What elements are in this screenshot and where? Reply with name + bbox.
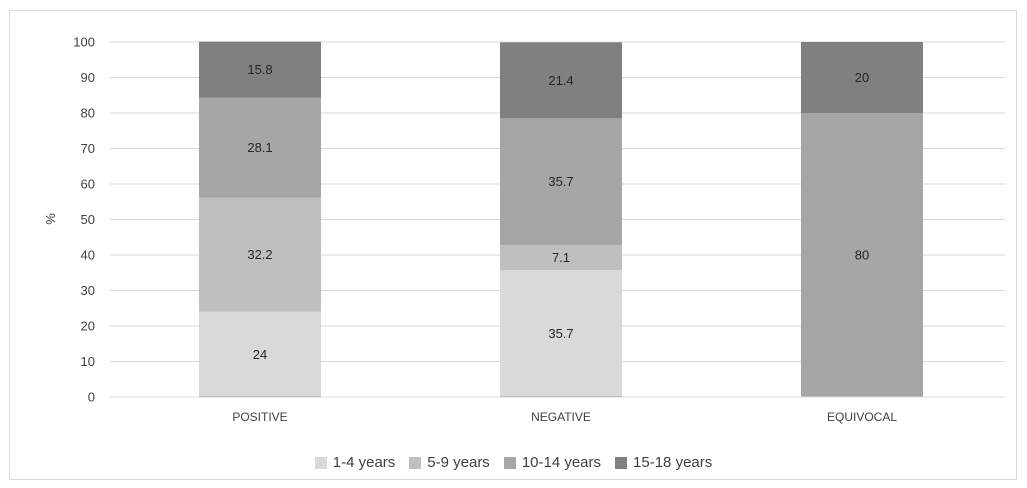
data-label: 35.7 — [548, 326, 573, 341]
data-label: 24 — [253, 347, 267, 362]
legend-label: 10-14 years — [521, 454, 602, 471]
y-axis-title: % — [43, 213, 58, 225]
category-label: POSITIVE — [232, 410, 287, 424]
bar-segment-positive-1 — [199, 311, 321, 397]
legend-swatch — [615, 456, 628, 469]
bars — [199, 41, 923, 397]
legend-item: 10-14 years — [503, 454, 602, 471]
category-label: NEGATIVE — [531, 410, 591, 424]
legend-item: 15-18 years — [615, 454, 712, 471]
bar-segment-equivocal-3 — [801, 113, 923, 397]
category-label: EQUIVOCAL — [827, 410, 897, 424]
bar-segment-equivocal-4 — [801, 42, 923, 113]
y-tick-label: 30 — [81, 283, 95, 298]
y-tick-label: 10 — [81, 354, 95, 369]
data-label: 7.1 — [552, 250, 570, 265]
bar-segment-negative-2 — [500, 245, 622, 271]
y-tick-label: 100 — [73, 35, 95, 50]
legend-label: 5-9 years — [427, 454, 490, 471]
y-tick-label: 70 — [81, 141, 95, 156]
legend-label: 1-4 years — [332, 454, 396, 471]
data-label: 80 — [855, 248, 869, 263]
bar-segment-negative-3 — [500, 118, 622, 246]
x-axis-categories: POSITIVE NEGATIVE EQUIVOCAL — [232, 410, 897, 424]
bar-segment-negative-1 — [500, 270, 622, 397]
data-label: 35.7 — [548, 174, 573, 189]
data-label: 32.2 — [247, 247, 272, 262]
legend: 1-4 years 5-9 years 10-14 years 15-18 years — [0, 454, 1027, 471]
data-labels: 24 32.2 28.1 15.8 35.7 7.1 35.7 21.4 80 20 — [247, 62, 869, 362]
y-axis-ticks: 0 10 20 30 40 50 60 70 80 90 100 — [73, 35, 95, 405]
y-tick-label: 0 — [88, 390, 95, 405]
legend-swatch — [409, 456, 422, 469]
data-label: 28.1 — [247, 140, 272, 155]
legend-item: 1-4 years — [314, 454, 396, 471]
legend-swatch — [314, 456, 327, 469]
bar-segment-positive-3 — [199, 97, 321, 198]
y-tick-label: 60 — [81, 177, 95, 192]
legend-swatch — [503, 456, 516, 469]
y-tick-label: 20 — [81, 319, 95, 334]
data-label: 20 — [855, 70, 869, 85]
bar-segment-positive-4 — [199, 41, 321, 98]
y-tick-label: 90 — [81, 70, 95, 85]
bar-segment-positive-2 — [199, 197, 321, 312]
y-tick-label: 50 — [81, 212, 95, 227]
legend-label: 15-18 years — [633, 454, 713, 471]
bar-segment-negative-4 — [500, 42, 622, 119]
y-tick-label: 80 — [81, 106, 95, 121]
y-tick-label: 40 — [81, 248, 95, 263]
data-label: 15.8 — [247, 62, 272, 77]
legend-item: 5-9 years — [409, 454, 490, 471]
data-label: 21.4 — [548, 73, 573, 88]
